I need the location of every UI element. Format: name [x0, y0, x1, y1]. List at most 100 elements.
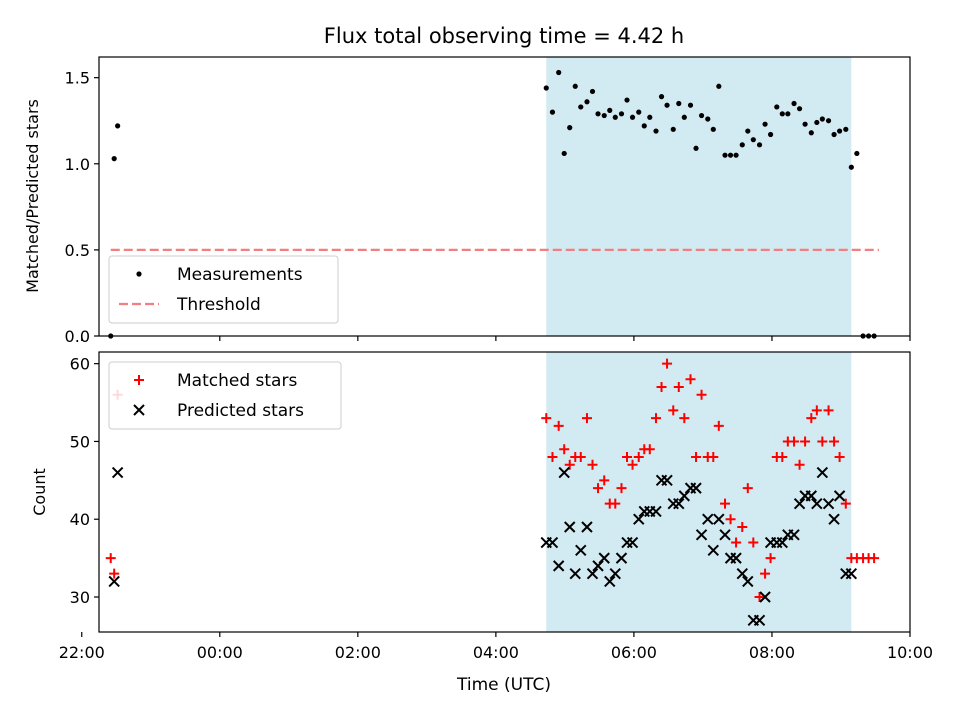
measurement-point [796, 106, 803, 112]
measurement-point [848, 164, 854, 170]
matched-stars-point [806, 413, 817, 424]
predicted-stars-point [626, 536, 639, 549]
matched-stars-point [708, 452, 719, 462]
predicted-stars-point [592, 560, 604, 572]
matched-stars-point [720, 498, 731, 509]
predicted-stars-point [678, 490, 691, 502]
legend-marker-measurements [136, 271, 142, 277]
predicted-stars-point [719, 529, 731, 541]
measurement-point [676, 100, 682, 107]
bottom-y-axis-label: Count [30, 468, 49, 516]
measurement-point [814, 119, 820, 126]
measurement-point [618, 111, 625, 117]
measurement-point [115, 123, 121, 129]
predicted-stars-point [546, 536, 559, 549]
matched-stars-point [616, 483, 627, 494]
measurement-point [698, 112, 705, 119]
axes-frame [98, 351, 911, 633]
x-tick-label: 08:00 [749, 643, 795, 662]
observing-interval-shading [546, 57, 852, 336]
x-tick-label: 06:00 [611, 643, 657, 662]
measurement-point [641, 123, 647, 129]
matched-stars-point [575, 452, 586, 462]
predicted-stars-point [793, 497, 806, 510]
series-measurements [108, 69, 877, 339]
predicted-stars-point [690, 482, 702, 494]
matched-stars-point [742, 483, 753, 494]
matched-stars-point [610, 498, 621, 509]
measurement-point [705, 116, 711, 122]
predicted-stars-point [828, 513, 840, 525]
matched-stars-point [553, 420, 564, 431]
predicted-stars-point [615, 552, 628, 564]
measurement-point [756, 142, 763, 148]
matched-stars-point [817, 436, 828, 447]
predicted-stars-point [108, 575, 120, 588]
matched-stars-point [599, 475, 610, 486]
matched-stars-point [811, 405, 822, 416]
measurement-point [733, 152, 739, 158]
predicted-stars-point [569, 567, 581, 580]
matched-stars-point [713, 420, 724, 431]
measurement-point [578, 104, 584, 110]
measurement-point [584, 99, 590, 105]
series-matched-stars [105, 358, 880, 602]
matched-stars-point [587, 459, 598, 470]
measurement-point [716, 83, 722, 89]
x-tick-label: 04:00 [473, 643, 519, 662]
measurement-point [612, 114, 618, 120]
x-tick-label: 00:00 [197, 643, 243, 662]
measurement-point [774, 104, 780, 110]
matched-stars-point [593, 483, 604, 494]
matched-stars-point [869, 553, 880, 564]
legend-marker-matched-stars [134, 375, 144, 385]
legend-label: Matched stars [177, 371, 297, 391]
measurement-point [722, 152, 728, 158]
measurement-point [739, 142, 745, 148]
matched-stars-point [840, 498, 851, 509]
measurement-point [636, 109, 642, 115]
x-axis-label: Time (UTC) [456, 675, 551, 695]
predicted-stars-point [833, 490, 846, 502]
measurement-point [595, 111, 601, 117]
predicted-stars-point [845, 567, 858, 580]
matched-stars-point [834, 452, 845, 462]
y-tick-label: 1.5 [65, 69, 90, 88]
matched-stars-point [823, 405, 834, 416]
predicted-stars-point [633, 513, 645, 525]
x-tick-label: 10:00 [887, 643, 933, 662]
measurement-point [779, 111, 785, 117]
series-predicted-stars [108, 466, 858, 627]
y-tick-label: 0.5 [65, 241, 90, 260]
measurement-point [543, 85, 549, 91]
measurement-point [808, 130, 814, 136]
predicted-stars-point [111, 466, 124, 479]
matched-stars-point [109, 568, 120, 579]
predicted-stars-point [742, 575, 754, 588]
measurement-point [831, 131, 837, 138]
matched-stars-point [794, 459, 805, 470]
measurement-point [854, 150, 860, 157]
predicted-stars-point [695, 529, 708, 541]
top-panel: 0.0 0.5 1.0 1.5 Measurements Threshold [65, 56, 911, 346]
legend-label: Measurements [177, 265, 303, 285]
legend-label: Threshold [176, 295, 261, 315]
measurement-point [601, 112, 607, 119]
matched-stars-point [644, 444, 655, 455]
predicted-stars-point [650, 505, 662, 518]
measurement-point [819, 116, 825, 122]
predicted-stars-point [822, 497, 835, 510]
matched-stars-point [725, 514, 736, 525]
measurement-point [572, 83, 578, 89]
measurement-point [785, 111, 791, 117]
measurement-point [710, 126, 716, 132]
measurement-point [607, 107, 613, 113]
predicted-stars-point [661, 474, 673, 487]
matched-stars-point [581, 413, 592, 424]
measurement-point [556, 69, 562, 76]
predicted-stars-point [759, 591, 771, 603]
x-tick-label: 22:00 [59, 643, 105, 662]
chart-title: Flux total observing time = 4.42 h [324, 24, 684, 48]
matched-stars-point [627, 459, 638, 470]
